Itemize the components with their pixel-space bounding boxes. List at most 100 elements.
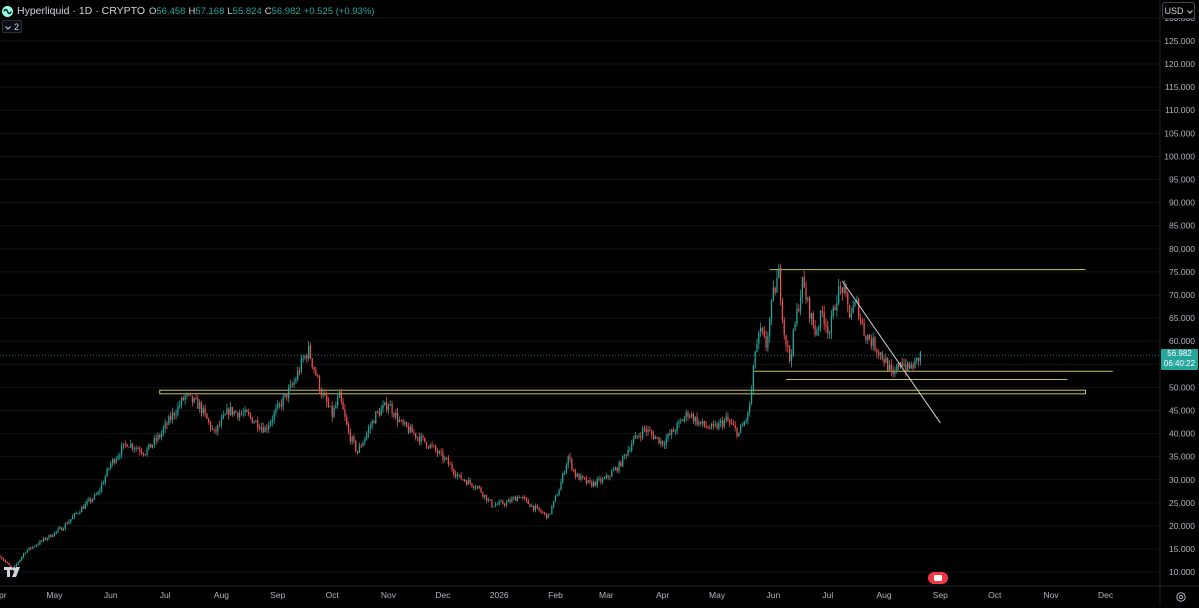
candle-body xyxy=(867,335,869,340)
candle-body xyxy=(580,475,582,480)
candle-body xyxy=(206,413,208,419)
candle-body xyxy=(741,425,744,427)
candle-body xyxy=(574,470,577,477)
candle-body xyxy=(275,408,277,413)
candle-body xyxy=(870,339,872,346)
time-tick-label: Jun xyxy=(766,590,780,600)
candle-body xyxy=(248,412,250,415)
candle-body xyxy=(199,402,201,409)
candle-body xyxy=(286,393,288,398)
candle-body xyxy=(790,354,793,362)
support-band[interactable] xyxy=(159,389,1087,395)
chart-legend: Hyperliquid · 1D · CRYPTO O56.458 H57.16… xyxy=(2,3,374,19)
candle-body xyxy=(542,512,544,514)
candle-body xyxy=(322,393,324,396)
candle-body xyxy=(665,438,667,445)
symbol-title[interactable]: Hyperliquid · 1D · CRYPTO xyxy=(17,5,145,17)
candle-body xyxy=(703,421,705,426)
price-tick-label: 25.000 xyxy=(1169,498,1195,508)
candle-body xyxy=(689,416,691,418)
candle-body xyxy=(186,394,188,396)
go-to-realtime-icon[interactable] xyxy=(928,572,948,584)
candle-body xyxy=(876,350,878,353)
indicators-toggle-button[interactable]: 2 xyxy=(2,20,22,33)
candle-body xyxy=(422,435,424,438)
candle-body xyxy=(750,390,753,405)
candle-body xyxy=(251,417,253,424)
candle-body xyxy=(538,507,540,511)
candle-body xyxy=(139,449,141,452)
candle-body xyxy=(596,479,598,486)
candle-body xyxy=(752,365,754,391)
candle-body xyxy=(288,387,290,398)
candle-body xyxy=(393,413,395,417)
candle-body xyxy=(184,395,186,400)
price-tick-label: 40.000 xyxy=(1169,429,1195,439)
candle-body xyxy=(395,412,397,417)
candle-body xyxy=(449,464,451,465)
price-axis[interactable]: 130.000125.000120.000115.000110.000105.0… xyxy=(1164,13,1195,577)
candle-body xyxy=(667,433,669,439)
candle-body xyxy=(91,499,94,502)
candle-body xyxy=(545,513,548,519)
candle-body xyxy=(565,465,568,474)
trendline-drawing[interactable] xyxy=(841,280,941,424)
time-axis[interactable]: Apr May Jun Jul Aug Sep Oct Nov Dec 2026 Feb Mar Apr… xyxy=(0,590,1114,600)
candle-body xyxy=(872,337,874,346)
currency-select[interactable]: USD xyxy=(1162,2,1195,19)
candles[interactable] xyxy=(0,263,922,570)
candle-body xyxy=(678,421,680,424)
candle-body xyxy=(841,287,843,293)
candle-body xyxy=(242,413,244,414)
candle-body xyxy=(445,457,448,459)
price-tick-label: 125.000 xyxy=(1164,36,1195,46)
candle-body xyxy=(640,436,642,438)
candle-body xyxy=(291,384,293,386)
candle-body xyxy=(271,419,273,423)
candle-body xyxy=(277,403,279,409)
settings-icon[interactable] xyxy=(1175,590,1187,602)
candle-body xyxy=(44,538,47,540)
candle-body xyxy=(843,286,845,293)
candle-body xyxy=(266,427,268,430)
candle-body xyxy=(836,302,838,311)
candle-body xyxy=(398,420,401,422)
candle-body xyxy=(683,417,686,422)
candle-body xyxy=(293,382,295,385)
candle-body xyxy=(620,462,622,467)
candle-body xyxy=(571,458,573,470)
candle-body xyxy=(543,512,546,514)
candle-body xyxy=(113,459,116,463)
candle-body xyxy=(219,424,221,426)
candle-body xyxy=(224,414,226,416)
candle-body xyxy=(652,434,655,440)
candle-body xyxy=(903,364,905,366)
tradingview-logo-icon[interactable] xyxy=(4,566,24,581)
candle-body xyxy=(643,428,646,430)
horizontal-levels[interactable] xyxy=(159,269,1113,395)
candle-body xyxy=(429,444,431,448)
candle-body xyxy=(591,481,593,487)
candle-body xyxy=(482,492,484,497)
candle-body xyxy=(812,313,814,326)
candle-body xyxy=(237,412,239,418)
candle-body xyxy=(723,419,725,427)
candle-body xyxy=(705,425,707,427)
candle-body xyxy=(73,513,76,517)
candle-body xyxy=(244,409,246,414)
candle-body xyxy=(531,505,533,507)
candle-body xyxy=(832,307,834,317)
last-price-label: 56.982 06:40:22 xyxy=(1161,349,1198,371)
candle-body xyxy=(563,473,566,474)
candle-body xyxy=(128,446,130,448)
candle-body xyxy=(638,436,640,438)
candle-body xyxy=(347,424,350,433)
candle-body xyxy=(175,413,177,416)
candle-body xyxy=(130,443,132,448)
candle-body xyxy=(246,409,248,413)
candle-body xyxy=(589,480,591,482)
candle-body xyxy=(349,432,351,442)
trendline[interactable] xyxy=(841,280,941,424)
